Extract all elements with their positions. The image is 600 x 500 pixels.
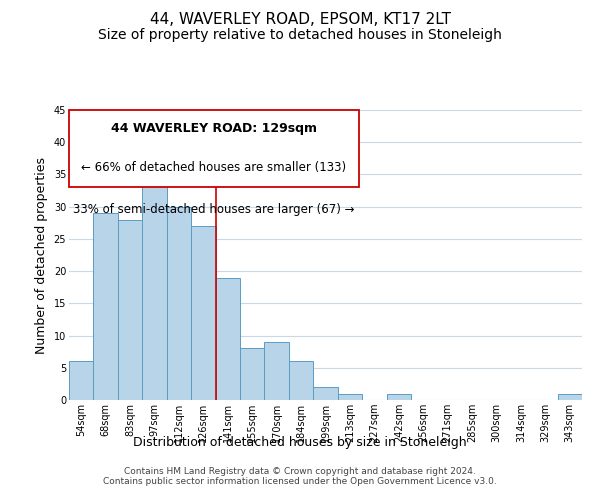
FancyBboxPatch shape: [69, 110, 359, 187]
Bar: [191, 226, 215, 400]
Bar: [118, 220, 142, 400]
Text: Contains public sector information licensed under the Open Government Licence v3: Contains public sector information licen…: [103, 477, 497, 486]
Text: Distribution of detached houses by size in Stoneleigh: Distribution of detached houses by size …: [133, 436, 467, 449]
Bar: [142, 174, 167, 400]
Bar: [265, 342, 289, 400]
Text: Size of property relative to detached houses in Stoneleigh: Size of property relative to detached ho…: [98, 28, 502, 42]
Text: Contains HM Land Registry data © Crown copyright and database right 2024.: Contains HM Land Registry data © Crown c…: [124, 467, 476, 476]
Text: 44, WAVERLEY ROAD, EPSOM, KT17 2LT: 44, WAVERLEY ROAD, EPSOM, KT17 2LT: [149, 12, 451, 28]
Bar: [167, 206, 191, 400]
Bar: [557, 394, 582, 400]
Bar: [215, 278, 240, 400]
Bar: [386, 394, 411, 400]
Bar: [313, 387, 338, 400]
Text: 44 WAVERLEY ROAD: 129sqm: 44 WAVERLEY ROAD: 129sqm: [111, 122, 317, 134]
Bar: [240, 348, 265, 400]
Bar: [69, 362, 94, 400]
Bar: [338, 394, 362, 400]
Bar: [94, 213, 118, 400]
Text: 33% of semi-detached houses are larger (67) →: 33% of semi-detached houses are larger (…: [73, 203, 355, 216]
Y-axis label: Number of detached properties: Number of detached properties: [35, 156, 48, 354]
Text: ← 66% of detached houses are smaller (133): ← 66% of detached houses are smaller (13…: [82, 161, 346, 174]
Bar: [289, 362, 313, 400]
